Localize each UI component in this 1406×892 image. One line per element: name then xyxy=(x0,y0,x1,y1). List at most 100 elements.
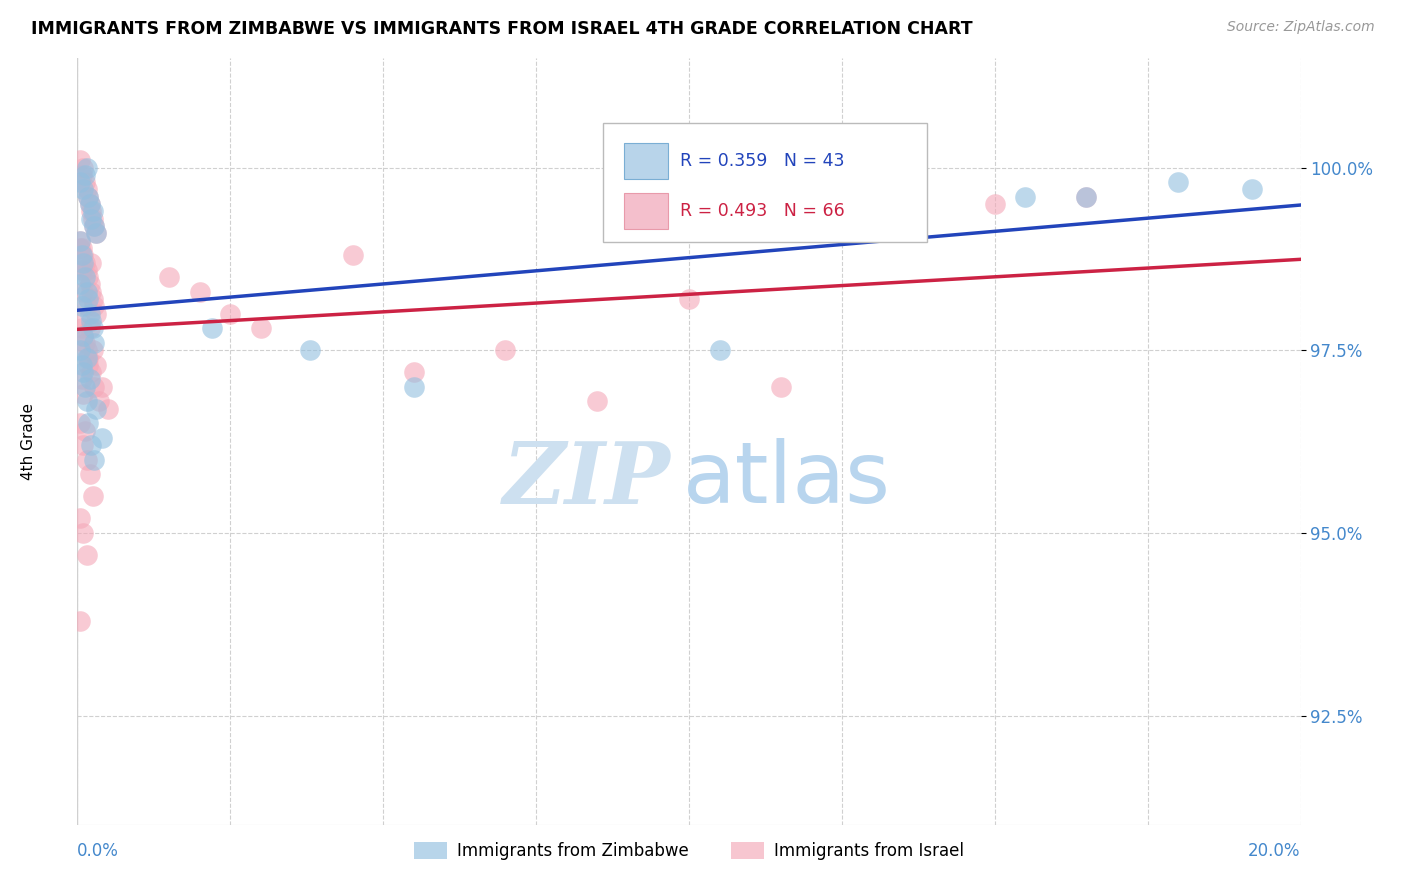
Point xyxy=(82,321,104,335)
Point xyxy=(495,343,517,358)
Point xyxy=(79,372,101,386)
Point xyxy=(79,197,101,211)
Point xyxy=(77,358,100,372)
Point xyxy=(84,227,107,241)
Point xyxy=(72,525,94,540)
Point xyxy=(70,372,93,386)
Point xyxy=(72,438,94,452)
Point xyxy=(342,248,364,262)
Point xyxy=(79,321,101,335)
Point xyxy=(77,270,100,285)
Point xyxy=(83,380,105,394)
Point xyxy=(82,204,104,219)
Point xyxy=(70,299,93,313)
Point xyxy=(76,548,98,562)
Point xyxy=(73,255,96,269)
Point xyxy=(72,161,94,175)
Point xyxy=(80,255,103,269)
Point xyxy=(76,263,98,277)
Point xyxy=(79,277,101,292)
Point xyxy=(84,227,107,241)
Point xyxy=(1240,182,1263,196)
Point xyxy=(70,168,93,182)
Text: R = 0.493   N = 66: R = 0.493 N = 66 xyxy=(681,202,845,220)
Text: 20.0%: 20.0% xyxy=(1249,842,1301,860)
Point xyxy=(84,358,107,372)
Point xyxy=(79,307,101,321)
Point xyxy=(73,424,96,438)
Point xyxy=(72,182,94,196)
Point xyxy=(76,299,98,313)
Point xyxy=(69,241,91,255)
Point xyxy=(83,219,105,233)
Point xyxy=(69,343,91,358)
Point xyxy=(70,241,93,255)
Point xyxy=(69,234,91,248)
Point xyxy=(72,387,94,401)
Point xyxy=(70,358,93,372)
Point xyxy=(76,161,98,175)
Point xyxy=(70,321,93,335)
Point xyxy=(76,285,98,299)
Point xyxy=(72,255,94,269)
Point xyxy=(76,394,98,409)
Point xyxy=(80,365,103,379)
Text: 4th Grade: 4th Grade xyxy=(21,403,37,480)
Point xyxy=(402,365,425,379)
Point xyxy=(83,299,105,313)
Point xyxy=(73,380,96,394)
Text: R = 0.359   N = 43: R = 0.359 N = 43 xyxy=(681,152,845,170)
Point xyxy=(76,343,98,358)
Point xyxy=(709,343,731,358)
Point xyxy=(72,328,94,343)
Point xyxy=(76,452,98,467)
Text: atlas: atlas xyxy=(683,438,891,522)
Point xyxy=(70,263,93,277)
Point xyxy=(80,211,103,226)
Point xyxy=(69,277,91,292)
Legend: Immigrants from Zimbabwe, Immigrants from Israel: Immigrants from Zimbabwe, Immigrants fro… xyxy=(408,835,970,867)
Point xyxy=(80,285,103,299)
Point xyxy=(80,314,103,328)
Point xyxy=(1014,190,1036,204)
Point xyxy=(586,394,609,409)
Point xyxy=(82,211,104,226)
Point xyxy=(79,197,101,211)
Point xyxy=(402,380,425,394)
Point xyxy=(1076,190,1098,204)
Point xyxy=(157,270,180,285)
Text: Source: ZipAtlas.com: Source: ZipAtlas.com xyxy=(1227,20,1375,34)
Point xyxy=(84,401,107,416)
Point xyxy=(77,190,100,204)
Point xyxy=(72,328,94,343)
Point xyxy=(83,219,105,233)
Point xyxy=(69,153,91,168)
Point xyxy=(188,285,211,299)
Point xyxy=(69,511,91,525)
Point xyxy=(79,467,101,482)
Point xyxy=(69,234,91,248)
FancyBboxPatch shape xyxy=(624,194,668,228)
Point xyxy=(82,343,104,358)
Point xyxy=(1076,190,1098,204)
FancyBboxPatch shape xyxy=(624,144,668,178)
Point xyxy=(678,292,700,306)
Point xyxy=(77,190,100,204)
Point xyxy=(1167,175,1189,189)
Point xyxy=(298,343,321,358)
Point xyxy=(69,614,91,628)
Point xyxy=(82,292,104,306)
Point xyxy=(69,314,91,328)
Text: IMMIGRANTS FROM ZIMBABWE VS IMMIGRANTS FROM ISRAEL 4TH GRADE CORRELATION CHART: IMMIGRANTS FROM ZIMBABWE VS IMMIGRANTS F… xyxy=(31,20,973,37)
Point xyxy=(201,321,224,335)
Point xyxy=(72,365,94,379)
Point xyxy=(77,417,100,431)
Point xyxy=(73,270,96,285)
Point xyxy=(90,380,112,394)
Point xyxy=(97,401,120,416)
Point xyxy=(69,417,91,431)
Point xyxy=(76,351,98,365)
Point xyxy=(73,168,96,182)
Point xyxy=(76,182,98,196)
Text: ZIP: ZIP xyxy=(503,438,671,522)
